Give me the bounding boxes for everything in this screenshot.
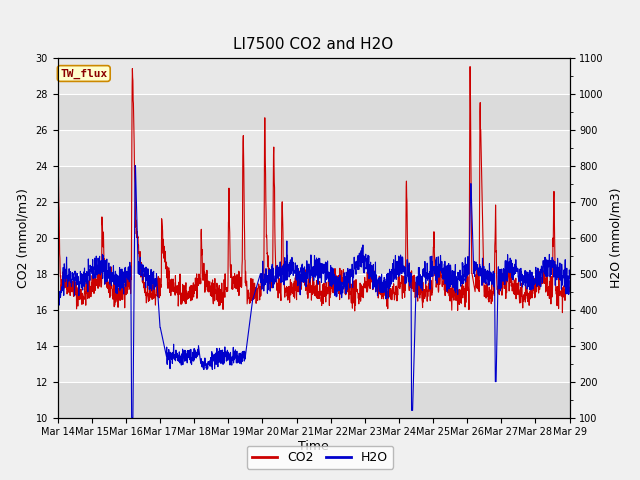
X-axis label: Time: Time <box>298 440 329 453</box>
Bar <box>58 166 570 202</box>
Legend: CO2, H2O: CO2, H2O <box>247 446 393 469</box>
Y-axis label: CO2 (mmol/m3): CO2 (mmol/m3) <box>17 188 30 288</box>
Bar <box>58 382 570 418</box>
Y-axis label: H2O (mmol/m3): H2O (mmol/m3) <box>609 187 622 288</box>
Bar <box>58 94 570 130</box>
Bar <box>58 310 570 346</box>
Bar <box>58 238 570 274</box>
Text: TW_flux: TW_flux <box>60 68 108 79</box>
Title: LI7500 CO2 and H2O: LI7500 CO2 and H2O <box>234 37 394 52</box>
